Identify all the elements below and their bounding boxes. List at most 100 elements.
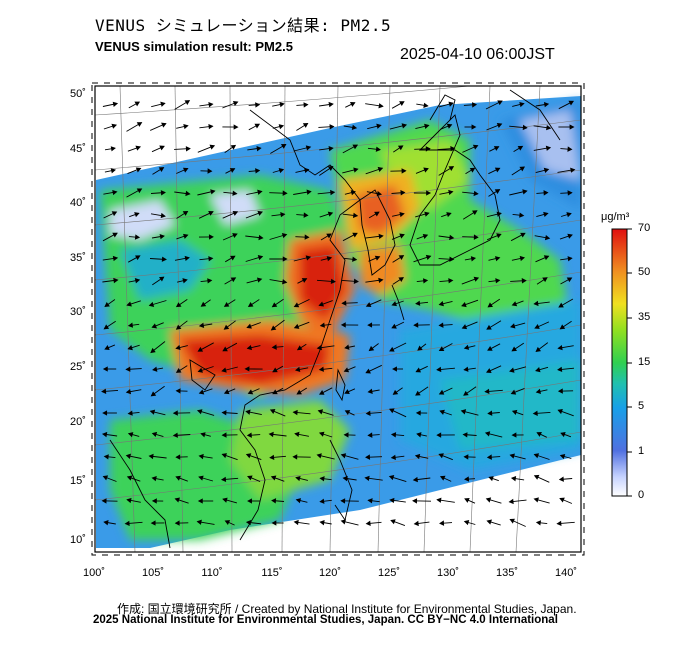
wind-arrowhead: [198, 389, 205, 395]
wind-arrowhead: [344, 389, 350, 395]
wind-arrowhead: [559, 497, 565, 503]
wind-arrowhead: [208, 256, 214, 262]
wind-arrowhead: [101, 498, 107, 504]
wind-arrowhead: [448, 278, 454, 284]
wind-arrowhead: [463, 519, 470, 526]
wind-arrowhead: [319, 476, 325, 482]
wind-arrowhead: [207, 168, 213, 174]
wind-arrowhead: [327, 211, 334, 217]
wind-arrowhead: [148, 301, 155, 308]
wind-arrowhead: [460, 409, 467, 415]
lon-label: 105˚: [142, 567, 164, 579]
wind-arrowhead: [367, 498, 373, 504]
wind-arrowhead: [302, 123, 309, 128]
lon-label: 125˚: [378, 567, 400, 579]
wind-arrowhead: [220, 476, 227, 483]
wind-arrowhead: [352, 232, 358, 238]
wind-arrowhead: [511, 409, 518, 415]
wind-arrowhead: [494, 167, 501, 173]
wind-arrowhead: [318, 390, 325, 395]
wind-arrowhead: [399, 101, 405, 106]
wind-arrowhead: [229, 168, 236, 173]
wind-arrowhead: [391, 301, 397, 307]
wind-arrowhead: [151, 498, 157, 504]
wind-arrowhead: [543, 190, 549, 196]
wind-arrowhead: [543, 211, 549, 218]
wind-arrowhead: [230, 277, 237, 283]
wind-arrowhead: [209, 144, 216, 150]
wind-arrowhead: [328, 146, 334, 152]
colorbar: [611, 228, 628, 497]
wind-arrowhead: [296, 345, 303, 351]
wind-arrowhead: [486, 368, 492, 374]
wind-arrowhead: [159, 234, 165, 240]
wind-arrowhead: [134, 278, 141, 284]
colorbar-unit: μg/m³: [601, 211, 630, 223]
wind-arrowhead: [522, 124, 528, 131]
lat-label: 30˚: [70, 306, 86, 318]
lat-label: 40˚: [70, 197, 86, 209]
wind-arrowhead: [136, 188, 143, 194]
wind-arrowhead: [149, 409, 156, 415]
wind-arrowhead: [535, 346, 542, 352]
wind-arrowhead: [183, 123, 189, 130]
wind-arrowhead: [448, 166, 455, 171]
forecast-timestamp: 2025-04-10 06:00JST: [400, 46, 555, 63]
wind-arrowhead: [296, 389, 302, 395]
wind-arrowhead: [375, 146, 381, 152]
wind-arrowhead: [557, 344, 563, 351]
wind-arrowhead: [487, 302, 494, 308]
wind-arrowhead: [472, 102, 478, 108]
wind-arrowhead: [101, 388, 107, 395]
wind-arrowhead: [174, 497, 180, 503]
wind-arrowhead: [436, 432, 442, 438]
wind-arrowhead: [566, 277, 573, 283]
wind-arrowhead: [258, 234, 264, 241]
wind-arrowhead: [326, 233, 332, 239]
wind-arrowhead: [150, 520, 156, 526]
wind-arrowhead: [271, 302, 278, 308]
wind-arrowhead: [305, 145, 312, 151]
wind-arrowhead: [378, 103, 384, 109]
wind-arrowhead: [436, 366, 442, 373]
wind-arrowhead: [484, 388, 490, 395]
wind-arrowhead: [415, 300, 421, 306]
wind-arrowhead: [112, 255, 119, 262]
wind-arrowhead: [508, 498, 514, 505]
wind-arrowhead: [151, 323, 158, 329]
colorbar-label: 50: [638, 266, 651, 278]
wind-arrowhead: [496, 211, 502, 217]
wind-arrowhead: [448, 101, 454, 107]
wind-arrowhead: [398, 277, 404, 282]
wind-arrowhead: [535, 367, 541, 373]
wind-arrowhead: [422, 233, 429, 239]
wind-arrowhead: [533, 497, 539, 503]
wind-arrowhead: [374, 255, 381, 261]
lat-label: 45˚: [70, 143, 86, 155]
wind-arrowhead: [543, 167, 550, 173]
lon-label: 110˚: [201, 567, 222, 579]
wind-arrowhead: [544, 234, 551, 241]
wind-arrowhead: [415, 390, 421, 396]
wind-arrowhead: [461, 324, 468, 330]
wind-arrowhead: [557, 388, 563, 394]
wind-arrowhead: [110, 146, 116, 152]
wind-arrowhead: [319, 520, 325, 526]
wind-arrowhead: [557, 366, 563, 372]
wind-arrowhead: [392, 389, 399, 395]
wind-arrowhead: [230, 144, 237, 150]
wind-arrowhead: [150, 347, 156, 354]
wind-arrowhead: [208, 124, 214, 130]
wind-arrowhead: [112, 101, 119, 107]
wind-arrowhead: [113, 277, 119, 284]
wind-arrowhead: [160, 101, 166, 107]
wind-arrowhead: [374, 211, 380, 217]
colorbar-label: 5: [638, 400, 645, 412]
wind-arrowhead: [425, 146, 431, 152]
wind-arrowhead: [279, 101, 285, 108]
wind-arrowhead: [511, 346, 517, 352]
wind-arrowhead: [559, 453, 566, 460]
wind-arrowhead: [417, 345, 423, 351]
wind-arrowhead: [272, 389, 278, 395]
